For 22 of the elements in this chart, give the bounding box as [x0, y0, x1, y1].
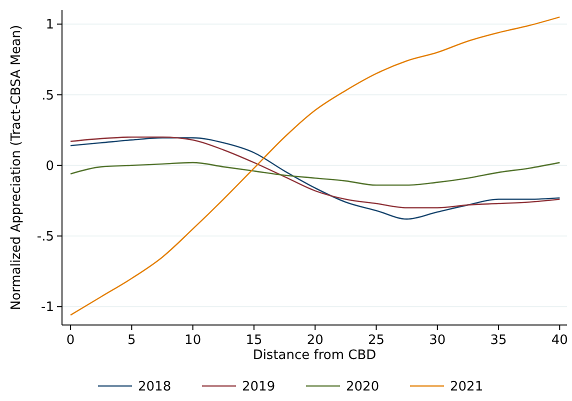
x-axis-title: Distance from CBD: [252, 348, 376, 363]
legend-label: 2019: [242, 380, 276, 395]
y-tick-label: -1: [41, 300, 54, 316]
x-tick-label: 25: [368, 333, 385, 348]
x-tick-label: 35: [490, 333, 507, 348]
x-tick-label: 40: [551, 333, 568, 348]
x-tick-label: 30: [429, 333, 446, 348]
x-tick-label: 0: [66, 333, 75, 348]
legend-label: 2020: [346, 380, 380, 395]
y-tick-label: -.5: [36, 230, 54, 245]
y-tick-label: 1: [46, 18, 54, 33]
y-axis-title: Normalized Appreciation (Tract-CBSA Mean): [9, 24, 24, 310]
x-tick-label: 20: [306, 333, 324, 348]
legend-label: 2018: [138, 380, 172, 395]
x-tick-label: 5: [128, 333, 136, 348]
y-tick-label: .5: [42, 88, 54, 104]
line-series: [70, 162, 560, 186]
x-tick-label: 15: [246, 333, 262, 348]
legend-label: 2021: [450, 380, 484, 395]
y-tick-label: 0: [46, 158, 54, 174]
x-tick-label: 10: [184, 333, 202, 348]
line-series: [70, 16, 560, 316]
